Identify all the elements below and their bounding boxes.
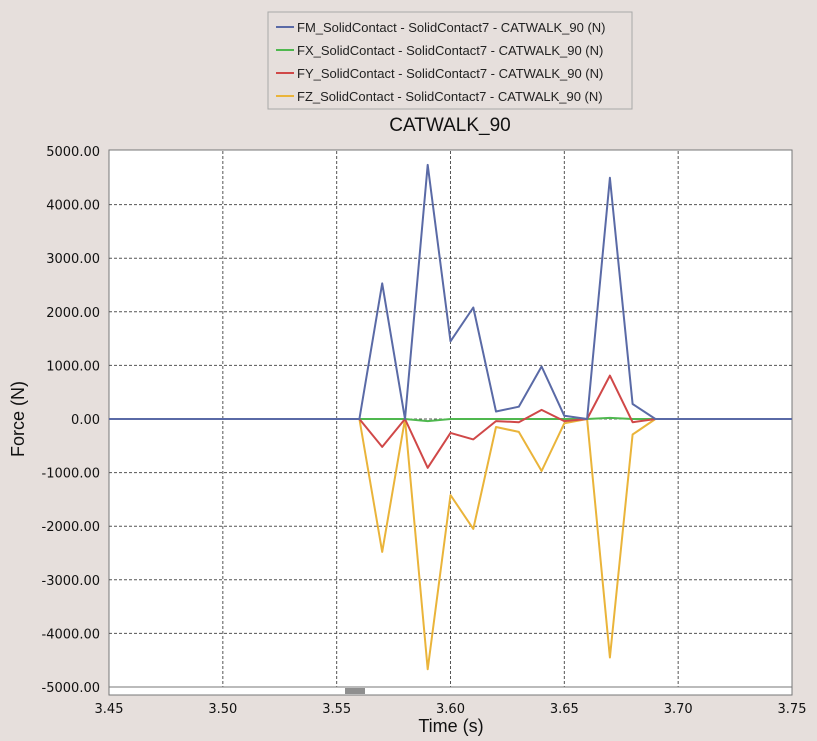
x-axis-strip: [108, 686, 793, 696]
legend-label: FX_SolidContact - SolidContact7 - CATWAL…: [297, 43, 603, 58]
legend-box: [267, 11, 633, 110]
y-axis-title: Force (N): [8, 381, 28, 457]
y-tick-label: 4000.00: [46, 199, 100, 214]
y-tick-label: 5000.00: [46, 145, 100, 160]
x-tick-label: 3.60: [436, 702, 465, 717]
series-line: [109, 163, 792, 420]
series-line: [109, 416, 792, 423]
x-tick-label: 3.50: [208, 702, 237, 717]
y-tick-label: 0.00: [71, 413, 100, 428]
x-axis: 3.45 3.50 3.55 3.60 3.65 3.70 3.75: [95, 702, 807, 717]
y-tick-label: -5000.00: [42, 681, 100, 696]
x-tick-label: 3.45: [95, 702, 124, 717]
legend-label: FM_SolidContact - SolidContact7 - CATWAL…: [297, 20, 606, 35]
series-layer: [109, 163, 792, 671]
y-tick-label: -1000.00: [42, 467, 100, 482]
x-tick-label: 3.70: [664, 702, 693, 717]
legend-label: FY_SolidContact - SolidContact7 - CATWAL…: [297, 66, 603, 81]
y-axis: 5000.00 4000.00 3000.00 2000.00 1000.00 0.00 -…: [42, 145, 100, 696]
y-tick-label: -2000.00: [42, 520, 100, 535]
y-tick-label: 2000.00: [46, 306, 100, 321]
legend: FM_SolidContact - SolidContact7 - CATWAL…: [267, 11, 633, 110]
series-line: [109, 374, 792, 469]
x-tick-label: 3.75: [778, 702, 807, 717]
x-tick-label: 3.65: [550, 702, 579, 717]
series-line: [109, 418, 792, 671]
legend-label: FZ_SolidContact - SolidContact7 - CATWAL…: [297, 89, 603, 104]
y-tick-label: 1000.00: [46, 359, 100, 374]
chart-title: CATWALK_90: [389, 115, 510, 136]
x-axis-title: Time (s): [418, 716, 483, 736]
y-tick-label: -4000.00: [42, 627, 100, 642]
y-tick-label: 3000.00: [46, 252, 100, 267]
y-tick-label: -3000.00: [42, 574, 100, 589]
scrollbar-thumb[interactable]: [345, 688, 365, 694]
x-tick-label: 3.55: [322, 702, 351, 717]
